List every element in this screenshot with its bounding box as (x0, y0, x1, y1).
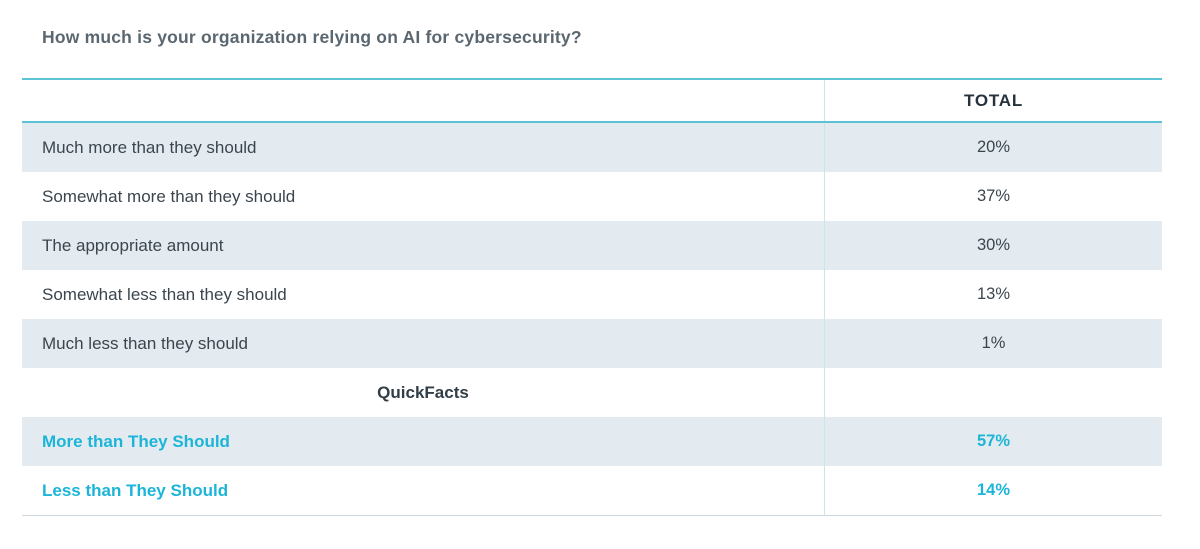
row-value: 37% (976, 187, 1011, 205)
row-value: 20% (976, 138, 1011, 156)
row-value: 57% (976, 432, 1011, 450)
row-label: Somewhat more than they should (22, 172, 825, 221)
table-row: Much less than they should 1% (22, 319, 1162, 368)
table-row-quickfact: Less than They Should 14% (22, 466, 1162, 515)
header-total-cell: TOTAL (963, 90, 1024, 110)
row-label: Somewhat less than they should (22, 270, 825, 319)
table-row: Much more than they should 20% (22, 123, 1162, 172)
table-row-quickfact: More than They Should 57% (22, 417, 1162, 466)
section-value (825, 368, 1162, 417)
survey-table: TOTAL Much more than they should 20% Som… (22, 78, 1162, 516)
row-label: The appropriate amount (22, 221, 825, 270)
table-row: Somewhat more than they should 37% (22, 172, 1162, 221)
table-header-row: TOTAL (22, 80, 1162, 123)
table-row: Somewhat less than they should 13% (22, 270, 1162, 319)
table-row: The appropriate amount 30% (22, 221, 1162, 270)
table-section-row-quickfacts: QuickFacts (22, 368, 1162, 417)
row-label: Much less than they should (22, 319, 825, 368)
row-value: 1% (981, 334, 1006, 352)
row-label: Less than They Should (22, 466, 825, 515)
section-label: QuickFacts (22, 368, 825, 417)
header-label-cell (22, 80, 825, 121)
row-label: Much more than they should (22, 123, 825, 172)
row-value: 14% (976, 481, 1011, 499)
row-label: More than They Should (22, 417, 825, 466)
row-value: 13% (976, 285, 1011, 303)
row-value: 30% (976, 236, 1011, 254)
page-title: How much is your organization relying on… (42, 27, 582, 47)
